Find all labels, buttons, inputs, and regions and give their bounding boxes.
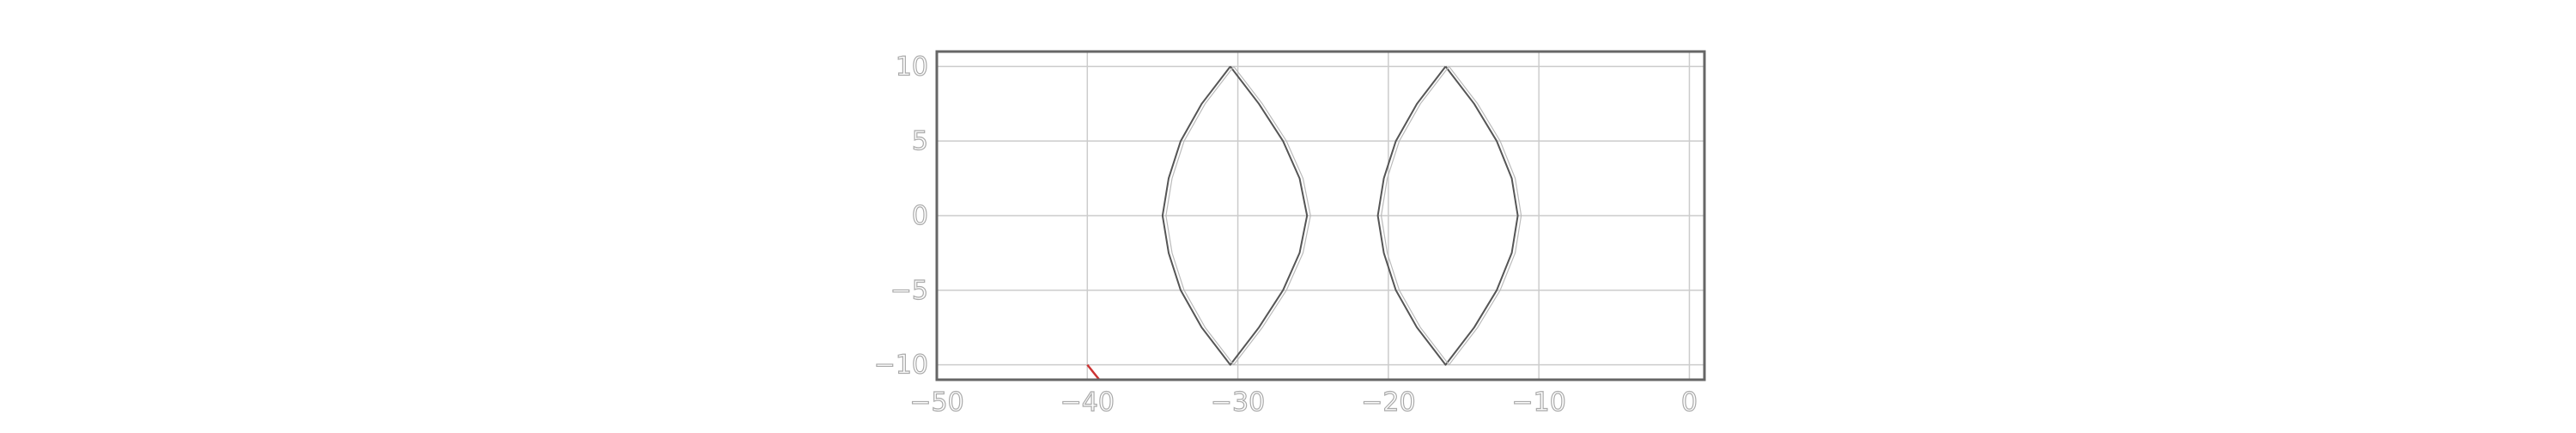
y-axis-ticks: −10 −5 0 5 10 [873,52,929,381]
y-tick-label: 0 [912,201,928,231]
x-axis-ticks: −50 −40 −30 −20 −10 0 [909,387,1698,418]
x-tick-label: 0 [1681,387,1698,418]
series-outline-1 [1165,66,1311,366]
y-tick-label: −10 [874,351,928,381]
series-outline-2 [1380,66,1522,366]
x-tick-label: −30 [1211,387,1265,418]
x-tick-label: −20 [1361,387,1415,418]
series-marker-line [1086,363,1101,381]
y-tick-label: 10 [896,52,928,82]
plot-frame [935,50,1706,381]
x-tick-label: −10 [1512,387,1566,418]
series-line-2 [1376,65,1519,366]
series-layer [1086,65,1522,381]
x-tick-label: −50 [909,387,963,418]
y-tick-label: 5 [912,126,928,156]
grid-lines [936,52,1704,380]
x-tick-label: −40 [1060,387,1115,418]
series-line-1 [1161,65,1309,366]
y-tick-label: −5 [890,276,928,306]
